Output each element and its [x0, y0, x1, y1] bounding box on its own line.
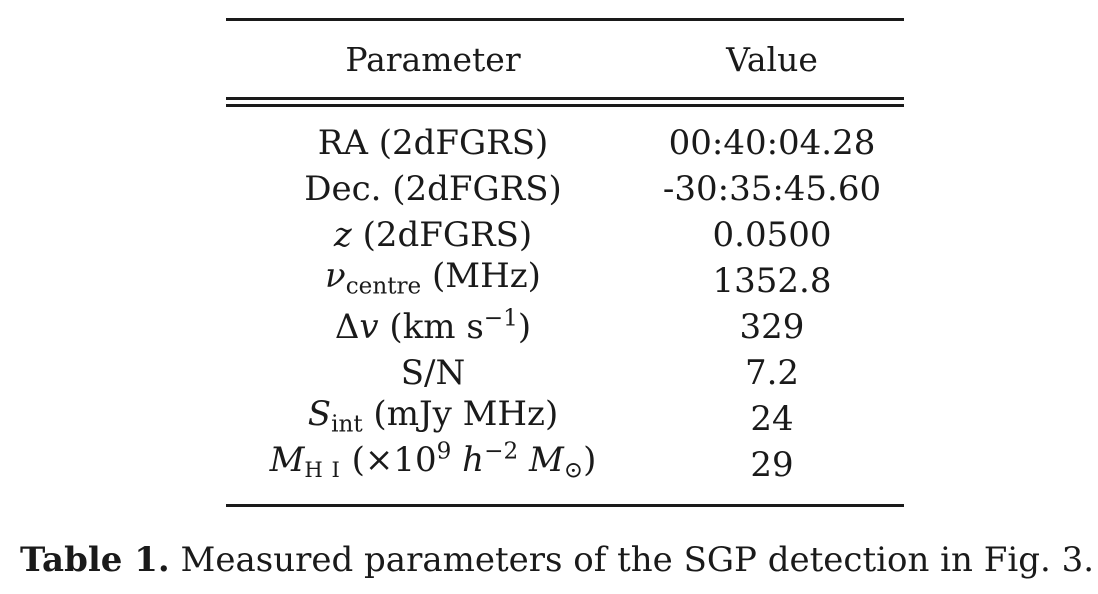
param-hi-mass: MH I (×109 h−2 M⊙) [269, 438, 597, 484]
caption-label: Table 1. [20, 540, 170, 580]
param-delta-v: Δv (km s−1) [334, 305, 532, 347]
value-s-int: 24 [750, 399, 794, 439]
table-row: Δv (km s−1) 329 [226, 304, 904, 350]
table-row: MH I (×109 h−2 M⊙) 29 [226, 440, 904, 488]
table-row: Dec. (2dFGRS) -30:35:45.60 [226, 166, 904, 212]
param-nu-centre: νcentre (MHz) [325, 255, 541, 300]
bottom-rule [226, 504, 904, 507]
table-row: z (2dFGRS) 0.0500 [226, 212, 904, 258]
param-dec: Dec. (2dFGRS) [304, 169, 562, 209]
value-delta-v: 329 [739, 307, 805, 347]
param-redshift: z (2dFGRS) [333, 215, 533, 255]
table-caption: Table 1. Measured parameters of the SGP … [20, 540, 1094, 580]
param-snr: S/N [400, 353, 466, 393]
header-rule-upper [226, 97, 904, 100]
param-s-int: Sint (mJy MHz) [307, 393, 559, 438]
value-snr: 7.2 [744, 353, 800, 393]
table-row: RA (2dFGRS) 00:40:04.28 [226, 120, 904, 166]
caption-text: Measured parameters of the SGP detection… [169, 540, 1095, 580]
header-parameter: Parameter [345, 39, 521, 79]
value-nu-centre: 1352.8 [712, 261, 832, 301]
param-ra: RA (2dFGRS) [317, 123, 549, 163]
table-row: Sint (mJy MHz) 24 [226, 394, 904, 442]
header-value: Value [726, 39, 818, 79]
value-ra: 00:40:04.28 [668, 123, 876, 163]
value-redshift: 0.0500 [712, 215, 832, 255]
value-dec: -30:35:45.60 [662, 169, 882, 209]
table-header-row: Parameter Value [226, 21, 904, 97]
table-row: S/N 7.2 [226, 350, 904, 396]
table-body: RA (2dFGRS) 00:40:04.28 Dec. (2dFGRS) -3… [226, 107, 904, 504]
parameters-table: Parameter Value RA (2dFGRS) 00:40:04.28 … [226, 18, 904, 507]
top-rule [226, 18, 904, 21]
value-hi-mass: 29 [750, 445, 794, 485]
header-rule-lower [226, 104, 904, 107]
table-row: νcentre (MHz) 1352.8 [226, 256, 904, 304]
